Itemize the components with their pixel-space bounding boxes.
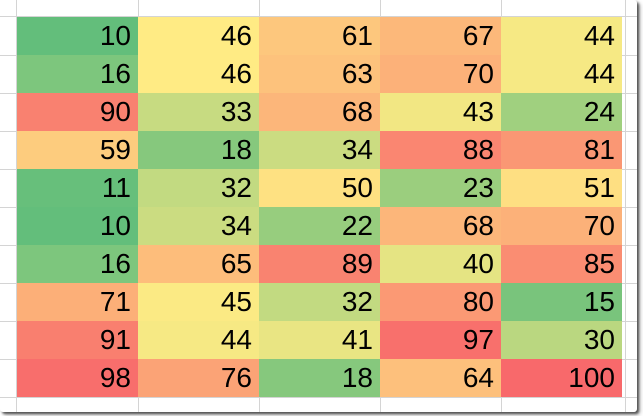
vertical-gridline (625, 0, 626, 412)
cell-r2c2[interactable]: 46 (138, 55, 259, 93)
cell-r5c4[interactable]: 23 (380, 169, 501, 207)
cell-r6c2[interactable]: 34 (138, 207, 259, 245)
cell-r1c5[interactable]: 44 (501, 17, 622, 55)
cell-r7c2[interactable]: 65 (138, 245, 259, 283)
cell-r10c2[interactable]: 76 (138, 359, 259, 397)
cell-r3c2[interactable]: 33 (138, 93, 259, 131)
cell-r4c5[interactable]: 81 (501, 131, 622, 169)
cell-r4c4[interactable]: 88 (380, 131, 501, 169)
cell-r6c3[interactable]: 22 (259, 207, 380, 245)
cell-r5c5[interactable]: 51 (501, 169, 622, 207)
cell-r3c5[interactable]: 24 (501, 93, 622, 131)
horizontal-gridline (0, 16, 637, 17)
cell-r1c4[interactable]: 67 (380, 17, 501, 55)
cell-r5c2[interactable]: 32 (138, 169, 259, 207)
cell-r4c3[interactable]: 34 (259, 131, 380, 169)
cell-r9c2[interactable]: 44 (138, 321, 259, 359)
cell-r10c4[interactable]: 64 (380, 359, 501, 397)
cell-r6c1[interactable]: 10 (17, 207, 138, 245)
cell-r5c1[interactable]: 11 (17, 169, 138, 207)
cell-r8c5[interactable]: 15 (501, 283, 622, 321)
cell-r3c3[interactable]: 68 (259, 93, 380, 131)
cell-r9c3[interactable]: 41 (259, 321, 380, 359)
cell-r9c5[interactable]: 30 (501, 321, 622, 359)
cell-r7c1[interactable]: 16 (17, 245, 138, 283)
cell-r8c2[interactable]: 45 (138, 283, 259, 321)
cell-r4c1[interactable]: 59 (17, 131, 138, 169)
cell-r3c1[interactable]: 90 (17, 93, 138, 131)
cell-r2c3[interactable]: 63 (259, 55, 380, 93)
heatmap-data-grid: 10 46 61 67 44 16 46 63 70 44 90 33 68 43 24 59 18 34 88 81… (17, 17, 622, 397)
cell-r9c4[interactable]: 97 (380, 321, 501, 359)
cell-r1c1[interactable]: 10 (17, 17, 138, 55)
cell-r6c4[interactable]: 68 (380, 207, 501, 245)
cell-r1c2[interactable]: 46 (138, 17, 259, 55)
vertical-gridline (16, 0, 17, 412)
cell-r2c5[interactable]: 44 (501, 55, 622, 93)
cell-r10c1[interactable]: 98 (17, 359, 138, 397)
cell-r5c3[interactable]: 50 (259, 169, 380, 207)
cell-r8c3[interactable]: 32 (259, 283, 380, 321)
cell-r7c3[interactable]: 89 (259, 245, 380, 283)
cell-r8c4[interactable]: 80 (380, 283, 501, 321)
cell-r2c1[interactable]: 16 (17, 55, 138, 93)
cell-r10c5[interactable]: 100 (501, 359, 622, 397)
cell-r9c1[interactable]: 91 (17, 321, 138, 359)
cell-r10c3[interactable]: 18 (259, 359, 380, 397)
cell-r2c4[interactable]: 70 (380, 55, 501, 93)
cell-r4c2[interactable]: 18 (138, 131, 259, 169)
cell-r3c4[interactable]: 43 (380, 93, 501, 131)
cell-r8c1[interactable]: 71 (17, 283, 138, 321)
cell-r7c5[interactable]: 85 (501, 245, 622, 283)
horizontal-gridline (0, 397, 637, 398)
cell-r7c4[interactable]: 40 (380, 245, 501, 283)
cell-r1c3[interactable]: 61 (259, 17, 380, 55)
cell-r6c5[interactable]: 70 (501, 207, 622, 245)
